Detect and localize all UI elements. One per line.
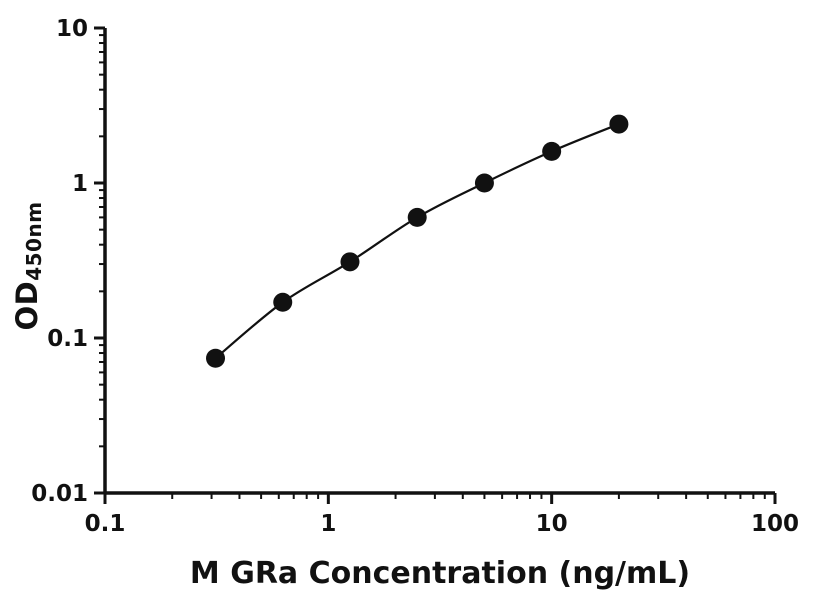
x-tick-label: 1 [320, 511, 336, 537]
data-point [407, 207, 427, 227]
data-points [206, 114, 629, 368]
curve-line [214, 123, 620, 360]
y-axis-title-main: OD [10, 280, 44, 331]
axes [103, 28, 775, 495]
y-axis-title-sub: 450nm [22, 201, 46, 281]
data-point [273, 292, 293, 312]
data-point [474, 173, 494, 193]
data-point [542, 141, 562, 161]
x-tick-label: 100 [751, 511, 799, 537]
data-point [609, 114, 629, 134]
x-tick-label: 0.1 [85, 511, 126, 537]
x-axis-title: M GRa Concentration (ng/mL) [189, 556, 691, 591]
y-tick-label: 0.1 [47, 326, 88, 352]
y-tick-label: 1 [72, 171, 88, 197]
y-tick-label: 10 [56, 16, 88, 42]
major-ticks: 0.1 1 10 100 0.01 0.1 1 10 [31, 16, 799, 537]
data-point [206, 348, 226, 368]
y-tick-label: 0.01 [31, 481, 88, 507]
y-axis-title: OD450nm [10, 166, 46, 366]
minor-ticks [99, 34, 766, 499]
data-point [340, 252, 360, 272]
x-tick-label: 10 [536, 511, 568, 537]
